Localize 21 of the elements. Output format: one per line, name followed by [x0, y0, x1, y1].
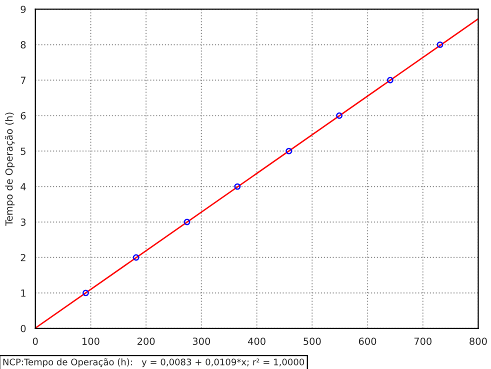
x-tick-label: 0 [32, 338, 38, 345]
y-axis-title: Tempo de Operação (h) [5, 112, 15, 226]
x-tick-label: 300 [192, 338, 210, 345]
y-tick-label: 4 [20, 183, 26, 190]
y-tick-label: 8 [20, 41, 26, 49]
x-tick-label: 700 [414, 338, 432, 345]
x-tick-label: 800 [470, 338, 487, 345]
x-tick-label: 100 [82, 338, 100, 345]
y-tick-label: 6 [20, 112, 26, 120]
y-tick-label: 1 [21, 290, 26, 297]
y-tick-label: 2 [20, 254, 26, 262]
y-tick-label: 9 [20, 6, 26, 14]
x-tick-label: 600 [358, 338, 376, 345]
x-tick-label: 400 [248, 338, 266, 345]
y-tick-label: 0 [20, 324, 26, 332]
text: NCP:Tempo de Operação (h): y = 0,0083 + 0,0109*x; r² = 1,0000 [3, 358, 304, 368]
y-tick-label: 3 [20, 218, 26, 226]
y-tick-label: 5 [20, 148, 26, 155]
x-tick-label: 500 [304, 338, 321, 345]
y-tick-label: 7 [20, 76, 26, 84]
x-tick-label: 200 [138, 338, 155, 345]
